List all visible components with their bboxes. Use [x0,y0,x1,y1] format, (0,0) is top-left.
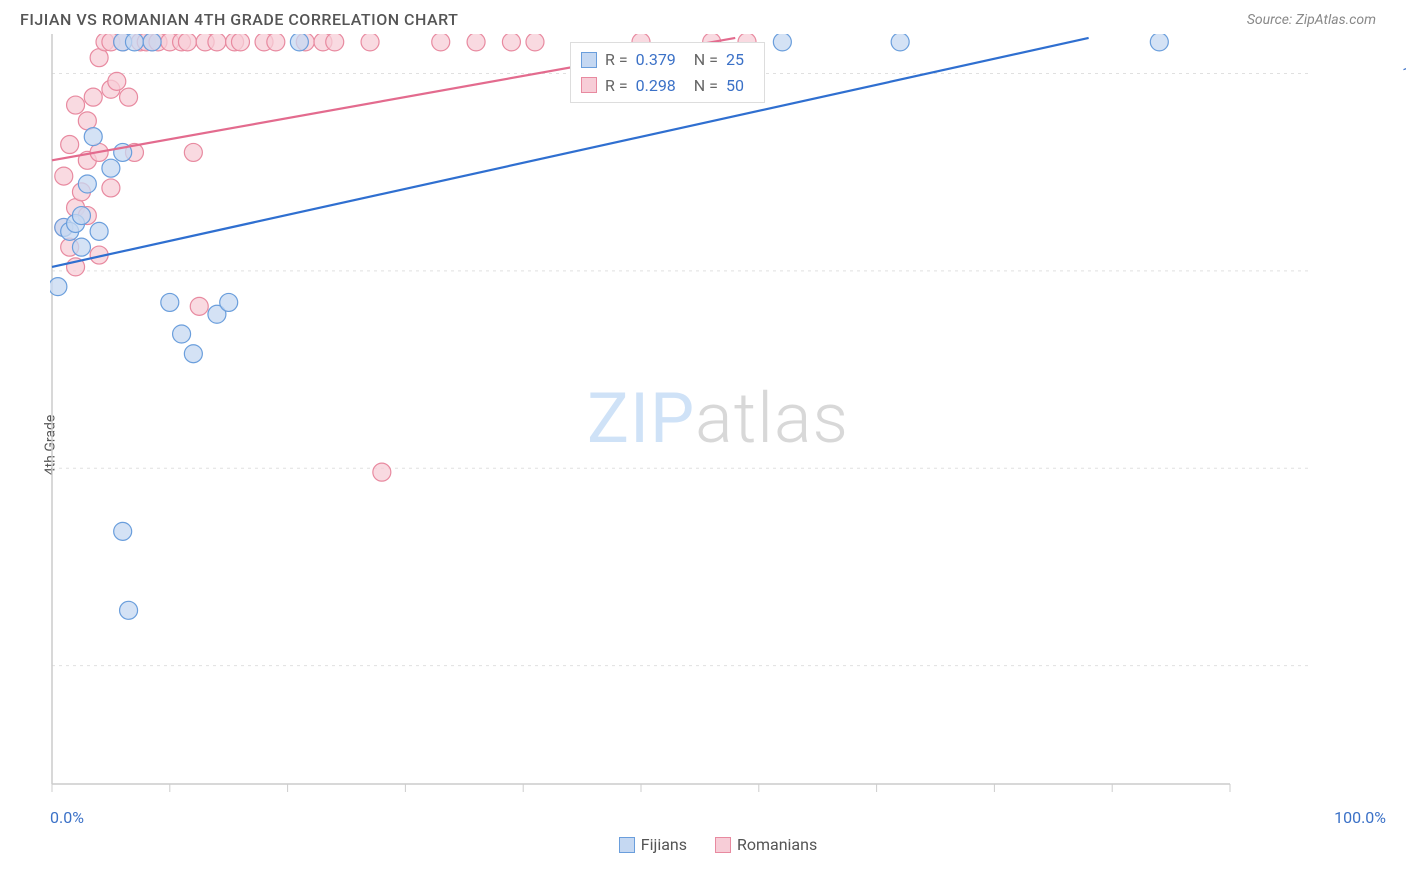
stats-legend: R = 0.379 N = 25 R = 0.298 N = 50 [570,42,765,103]
romanians-swatch [581,77,597,93]
fijians-swatch [619,837,635,853]
stats-row-fijians: R = 0.379 N = 25 [581,47,754,73]
chart-title: FIJIAN VS ROMANIAN 4TH GRADE CORRELATION… [20,10,458,29]
bottom-legend: Fijians Romanians [50,835,1386,857]
x-axis-labels: 0.0% 100.0% [50,804,1386,827]
chart-header: FIJIAN VS ROMANIAN 4TH GRADE CORRELATION… [0,0,1406,34]
chart-area: 4th Grade ZIPatlas R = 0.379 N = 25 R = … [50,34,1386,857]
legend-label-romanians: Romanians [737,835,817,854]
x-max-label: 100.0% [1334,808,1386,827]
fijians-n: 25 [726,47,744,73]
stats-row-romanians: R = 0.298 N = 50 [581,73,754,99]
legend-label-fijians: Fijians [641,835,687,854]
romanians-n: 50 [726,73,744,99]
x-min-label: 0.0% [50,808,84,827]
r-label: R = [605,47,628,73]
romanians-swatch [715,837,731,853]
legend-item-fijians: Fijians [619,835,687,854]
legend-item-romanians: Romanians [715,835,817,854]
scatter-chart [50,34,1310,804]
fijians-swatch [581,52,597,68]
n-label: N = [694,73,718,99]
romanians-r: 0.298 [636,73,676,99]
y-tick: 100.0% [1402,64,1406,83]
fijians-r: 0.379 [636,47,676,73]
n-label: N = [694,47,718,73]
chart-source: Source: ZipAtlas.com [1247,12,1376,28]
r-label: R = [605,73,628,99]
